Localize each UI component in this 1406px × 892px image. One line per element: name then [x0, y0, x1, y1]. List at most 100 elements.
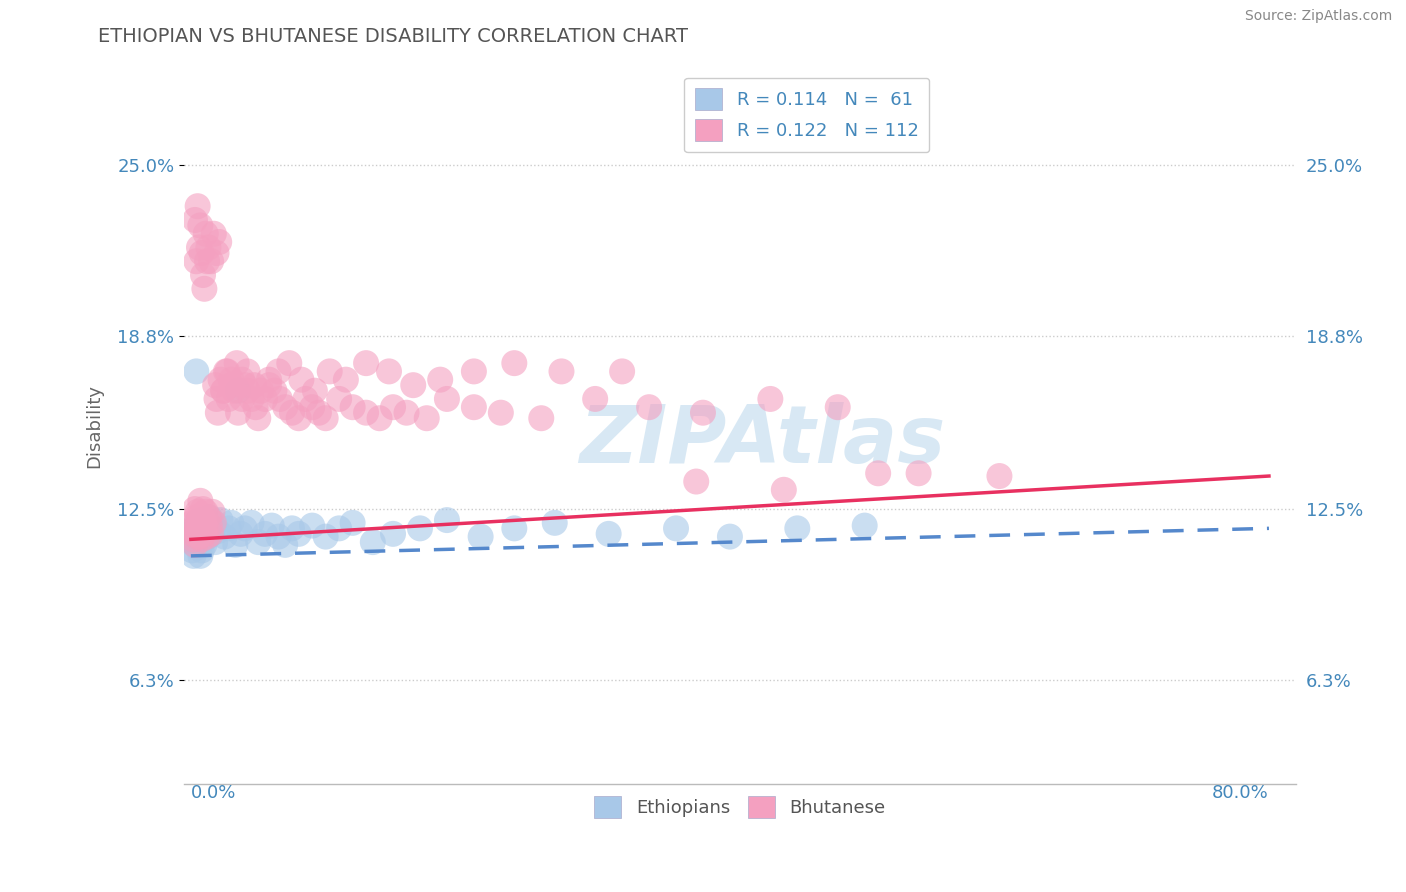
- Point: [188, 524, 211, 538]
- Point: [190, 513, 212, 527]
- Point: [240, 516, 263, 530]
- Point: [287, 526, 309, 541]
- Point: [221, 373, 243, 387]
- Point: [530, 411, 553, 425]
- Point: [315, 530, 337, 544]
- Point: [191, 268, 214, 282]
- Point: [197, 510, 219, 524]
- Point: [274, 538, 297, 552]
- Point: [250, 384, 273, 398]
- Point: [207, 524, 229, 538]
- Point: [287, 411, 309, 425]
- Point: [463, 364, 485, 378]
- Point: [194, 227, 217, 241]
- Point: [197, 530, 219, 544]
- Point: [202, 516, 225, 530]
- Point: [190, 246, 212, 260]
- Point: [193, 516, 215, 530]
- Point: [301, 518, 323, 533]
- Point: [436, 513, 458, 527]
- Point: [243, 378, 266, 392]
- Point: [186, 254, 208, 268]
- Point: [772, 483, 794, 497]
- Point: [354, 356, 377, 370]
- Point: [186, 364, 208, 378]
- Point: [186, 510, 208, 524]
- Point: [184, 521, 207, 535]
- Point: [194, 521, 217, 535]
- Point: [181, 543, 204, 558]
- Point: [188, 493, 211, 508]
- Point: [181, 516, 204, 530]
- Point: [257, 378, 280, 392]
- Point: [470, 530, 492, 544]
- Point: [463, 401, 485, 415]
- Point: [786, 521, 808, 535]
- Point: [198, 518, 221, 533]
- Point: [278, 356, 301, 370]
- Point: [188, 518, 211, 533]
- Point: [191, 526, 214, 541]
- Point: [208, 235, 231, 249]
- Point: [193, 526, 215, 541]
- Point: [318, 364, 340, 378]
- Point: [342, 401, 364, 415]
- Point: [583, 392, 606, 406]
- Point: [209, 373, 232, 387]
- Point: [193, 538, 215, 552]
- Point: [231, 373, 253, 387]
- Point: [187, 541, 209, 555]
- Point: [205, 392, 228, 406]
- Point: [598, 526, 620, 541]
- Point: [188, 513, 211, 527]
- Text: ZIPAtlas: ZIPAtlas: [579, 401, 945, 480]
- Point: [308, 406, 330, 420]
- Point: [225, 356, 247, 370]
- Point: [181, 535, 204, 549]
- Point: [260, 518, 283, 533]
- Point: [184, 538, 207, 552]
- Point: [221, 516, 243, 530]
- Point: [429, 373, 451, 387]
- Point: [304, 384, 326, 398]
- Point: [224, 538, 246, 552]
- Point: [209, 513, 232, 527]
- Point: [409, 521, 432, 535]
- Text: Source: ZipAtlas.com: Source: ZipAtlas.com: [1244, 9, 1392, 23]
- Point: [186, 526, 208, 541]
- Point: [186, 516, 208, 530]
- Point: [231, 392, 253, 406]
- Point: [207, 406, 229, 420]
- Point: [187, 530, 209, 544]
- Point: [402, 378, 425, 392]
- Point: [328, 521, 350, 535]
- Y-axis label: Disability: Disability: [86, 384, 103, 468]
- Point: [226, 384, 249, 398]
- Point: [759, 392, 782, 406]
- Point: [294, 392, 316, 406]
- Point: [195, 254, 218, 268]
- Point: [416, 411, 439, 425]
- Point: [195, 521, 218, 535]
- Point: [187, 524, 209, 538]
- Point: [382, 526, 405, 541]
- Point: [200, 254, 222, 268]
- Point: [188, 535, 211, 549]
- Text: ETHIOPIAN VS BHUTANESE DISABILITY CORRELATION CHART: ETHIOPIAN VS BHUTANESE DISABILITY CORREL…: [98, 27, 689, 45]
- Point: [205, 246, 228, 260]
- Point: [236, 364, 259, 378]
- Point: [188, 530, 211, 544]
- Point: [233, 378, 256, 392]
- Point: [187, 505, 209, 519]
- Point: [221, 378, 243, 392]
- Point: [236, 384, 259, 398]
- Point: [215, 364, 238, 378]
- Point: [226, 406, 249, 420]
- Point: [503, 356, 526, 370]
- Point: [718, 530, 741, 544]
- Point: [183, 533, 205, 547]
- Point: [290, 373, 312, 387]
- Point: [195, 530, 218, 544]
- Point: [198, 510, 221, 524]
- Point: [269, 392, 291, 406]
